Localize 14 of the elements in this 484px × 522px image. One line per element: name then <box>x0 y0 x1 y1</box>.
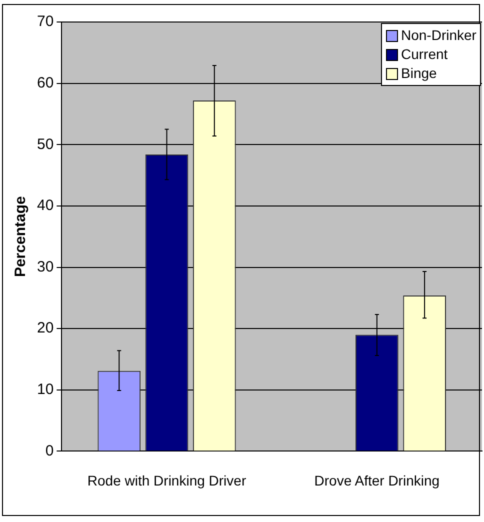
x-tick-label: Drove After Drinking <box>314 472 440 488</box>
y-axis-title: Percentage <box>12 196 30 278</box>
y-tick-label: 50 <box>36 136 54 153</box>
y-tick-label: 70 <box>36 13 54 30</box>
y-tick-label: 60 <box>36 74 54 92</box>
legend-label: Binge <box>401 64 437 83</box>
y-tick-label: 20 <box>36 320 54 337</box>
legend-label: Non-Drinker <box>401 26 476 45</box>
y-tick-label: 0 <box>45 442 54 460</box>
legend-label: Current <box>401 45 448 64</box>
x-tick-label: Rode with Drinking Driver <box>87 472 246 488</box>
y-tick-label: 10 <box>36 381 54 398</box>
y-tick-label: 30 <box>36 258 54 276</box>
y-tick-label: 40 <box>36 197 54 214</box>
